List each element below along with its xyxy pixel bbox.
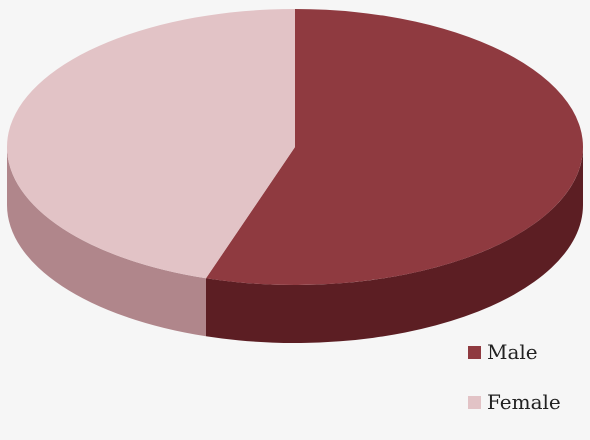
legend-swatch-male: [468, 345, 481, 359]
legend-item-female: Female: [468, 390, 588, 414]
legend: Male Female: [468, 340, 588, 440]
legend-label-female: Female: [487, 390, 561, 414]
legend-label-male: Male: [487, 340, 538, 364]
legend-item-male: Male: [468, 340, 588, 364]
pie-slice-male: [206, 9, 583, 285]
pie-slice-female: [7, 9, 296, 279]
pie-side-female: [7, 147, 207, 337]
pie-side-male: [206, 147, 583, 343]
legend-swatch-female: [468, 395, 481, 409]
pie-chart: [7, 9, 583, 343]
chart-area: Male Female: [7, 9, 583, 414]
